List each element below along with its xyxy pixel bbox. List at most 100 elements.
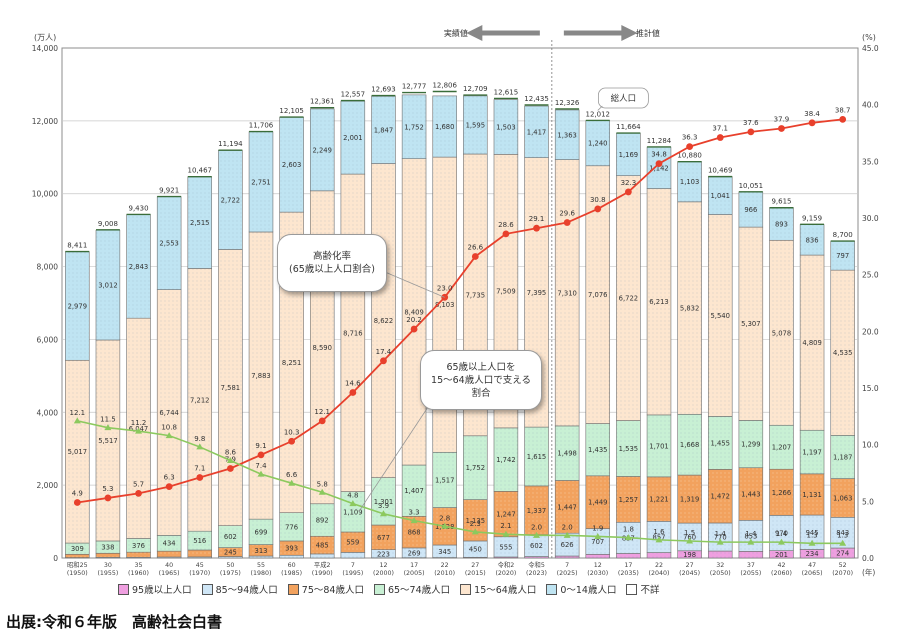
y-left-unit: (万人) [34,33,56,42]
x-tick-label: (2000) [373,570,394,577]
bar-value-label: 770 [714,534,727,542]
bar-segment [187,549,213,558]
bar-value-label: 677 [377,534,390,542]
aging-rate-point [778,125,785,132]
y-right-unit: (%) [862,33,876,42]
legend-item: 不詳 [626,582,660,596]
legend-swatch [460,583,472,595]
aging-rate-point [380,357,387,365]
x-tick-label: 12 [594,562,602,569]
bar-value-label: 843 [836,529,849,537]
legend-item: 15〜64歳人口 [460,582,536,596]
bar-segment [340,552,366,559]
aging-rate-label: 7.1 [194,465,205,473]
aging-rate-point [533,224,540,232]
support-ratio-label: 2.0 [531,523,542,531]
aging-rate-label: 12.1 [314,408,330,416]
bar-value-label: 1,257 [619,496,638,504]
aging-rate-label: 5.3 [102,485,113,493]
bar-value-label: 1,443 [741,491,760,499]
x-tick-label: 40 [165,562,173,569]
support-ratio-label: 1.9 [592,524,603,532]
bar-value-label: 7,395 [527,289,546,297]
bar-value-label: 1,319 [680,496,699,504]
x-tick-label: (2045) [679,570,700,577]
aging-rate-point [257,451,265,459]
bar-value-label: 7,212 [190,396,209,404]
chart-legend: 95歳以上人口 85〜94歳人口 75〜84歳人口 65〜74歳人口 15〜64歳人口 0… [118,582,858,596]
bar-value-label: 893 [775,221,788,229]
legend-swatch [626,583,638,595]
total-population-callout [597,87,649,109]
support-ratio-point [288,479,296,486]
total-label: 9,159 [802,214,822,222]
aging-rate-label: 9.1 [255,442,266,450]
x-unit: (年) [862,567,875,577]
aging-rate-point [135,490,142,497]
support-ratio-label: 1.4 [745,530,757,538]
x-tick-label: 52 [839,562,847,569]
legend-item: 95歳以上人口 [118,582,192,596]
bar-segment [95,552,121,558]
bar-value-label: 1,299 [741,441,760,449]
bar-value-label: 7,076 [588,291,607,299]
bar-value-label: 223 [377,550,390,558]
x-tick-label: 令和5 [528,560,545,569]
bar-value-label: 5,540 [710,312,729,320]
aging-rate-callout: 高齢化率 (65歳以上人口割合) [277,234,387,292]
aging-rate-label: 28.6 [498,221,514,229]
aging-rate-label: 37.1 [712,125,728,133]
support-ratio-point [747,538,755,545]
bar-value-label: 4,809 [802,339,821,347]
bar-value-label: 945 [806,529,819,537]
support-ratio-label: 6.6 [286,471,298,479]
support-ratio-point [563,531,571,538]
aging-rate-label: 10.3 [284,428,300,436]
x-tick-label: (1960) [128,570,149,577]
bar-value-label: 1,221 [649,496,668,504]
support-ratio-label: 1.5 [684,529,695,537]
total-label: 10,880 [677,152,702,160]
bar-value-label: 5,307 [741,320,760,328]
bar-value-label: 1,449 [588,499,607,507]
total-label: 12,615 [494,88,519,96]
y-right-tick-label: 5.0 [862,497,874,506]
bar-value-label: 1,407 [404,487,423,495]
bar-value-label: 2,751 [251,178,270,186]
aging-rate-label: 17.4 [376,348,392,356]
bar-value-label: 8,716 [343,329,362,337]
legend-swatch [373,583,385,595]
y-left-tick-label: 12,000 [32,117,58,126]
bar-segment [463,95,488,155]
bar-segment [248,555,274,559]
support-ratio-point [379,510,387,517]
support-ratio-point [777,538,785,545]
plot-frame [61,47,859,559]
aging-rate-point [318,417,326,425]
support-ratio-label: 2.1 [500,522,511,530]
total-label: 12,806 [432,81,457,89]
support-ratio-point [502,530,510,537]
x-tick-label: (1970) [189,570,210,577]
legend-item: 0〜14歳人口 [546,582,616,596]
total-label: 10,467 [188,167,213,175]
support-ratio-point [808,539,816,546]
support-ratio-label: 1.3 [837,531,848,539]
aging-rate-point [502,230,510,238]
bar-value-label: 1,535 [619,445,638,453]
bar-value-label: 6,744 [159,409,178,417]
bar-value-label: 1,187 [833,453,852,461]
bar-value-label: 2,553 [159,240,178,248]
total-label: 10,469 [708,167,733,175]
x-tick-label: (1995) [342,570,363,577]
bar-value-label: 8,590 [312,344,331,352]
x-tick-label: 30 [104,562,112,569]
bar-value-label: 699 [255,528,268,536]
y-right-tick-label: 0.0 [862,554,874,563]
support-ratio-point [226,457,234,464]
x-tick-label: 27 [686,562,694,569]
x-tick-label: (1980) [251,570,272,577]
bar-segment [585,554,611,559]
bar-value-label: 892 [316,517,329,525]
support-ratio-line [77,420,843,545]
